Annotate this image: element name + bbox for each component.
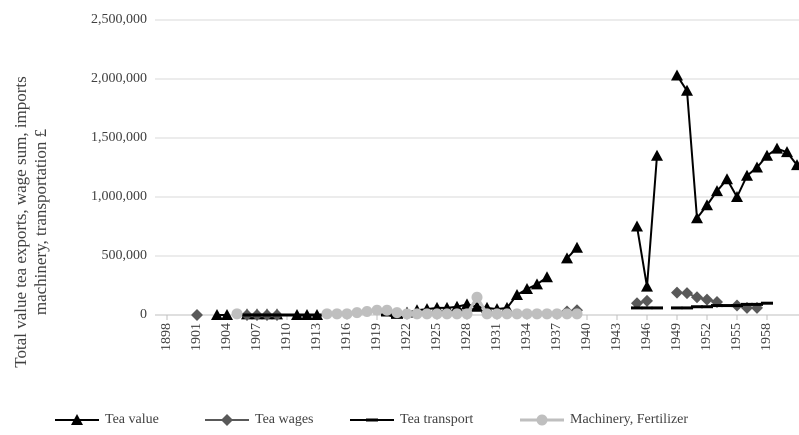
x-tick-label: 1955 (729, 323, 744, 351)
data-point (331, 308, 343, 320)
x-tick-label: 1910 (279, 323, 294, 351)
data-point (761, 149, 773, 161)
data-point (511, 308, 523, 320)
data-point (371, 304, 383, 316)
legend-label: Tea transport (400, 412, 473, 427)
data-point (681, 287, 693, 300)
data-point (731, 191, 743, 202)
data-point (421, 308, 433, 320)
x-tick-label: 1934 (519, 323, 534, 351)
data-point (461, 308, 473, 320)
x-tick-label: 1958 (759, 323, 774, 351)
x-tick-label: 1940 (579, 323, 594, 351)
y-tick-label: 1,500,000 (91, 130, 147, 145)
x-tick-label: 1898 (159, 323, 174, 351)
data-point (321, 308, 333, 320)
data-point (381, 304, 393, 316)
data-point (561, 308, 573, 320)
data-point (701, 199, 713, 211)
data-point (541, 271, 553, 283)
x-tick-label: 1952 (699, 323, 714, 351)
data-point (521, 308, 533, 320)
x-tick-label: 1919 (369, 323, 384, 351)
legend-marker (221, 414, 233, 426)
data-point (671, 286, 683, 299)
y-tick-label: 2,500,000 (91, 12, 147, 27)
data-point (641, 280, 653, 292)
data-point (401, 308, 413, 320)
data-point (361, 305, 373, 317)
data-point (481, 308, 493, 320)
x-tick-label: 1904 (219, 323, 234, 351)
series-line (217, 74, 798, 316)
data-point (351, 307, 363, 319)
data-point (511, 288, 523, 300)
data-point (631, 220, 643, 232)
legend-label: Machinery, Fertilizer (570, 412, 688, 427)
data-point (521, 283, 533, 295)
data-point (341, 308, 353, 320)
data-point (771, 142, 783, 154)
data-point (691, 291, 703, 304)
data-point (691, 212, 703, 224)
x-tick-label: 1937 (549, 323, 564, 351)
data-point (561, 252, 573, 264)
data-point (501, 308, 513, 320)
data-point (751, 161, 763, 173)
data-point (551, 308, 563, 320)
data-point (741, 169, 753, 181)
data-point (531, 278, 543, 290)
data-point (571, 308, 583, 320)
y-tick-label: 2,000,000 (91, 71, 147, 86)
x-tick-label: 1925 (429, 323, 444, 351)
data-point (781, 146, 793, 158)
data-point (411, 308, 423, 320)
y-tick-label: 0 (140, 307, 147, 322)
x-tick-label: 1916 (339, 323, 354, 351)
y-tick-label: 500,000 (102, 248, 148, 263)
x-tick-label: 1922 (399, 323, 414, 351)
x-tick-label: 1901 (189, 323, 204, 351)
legend-marker (71, 414, 83, 425)
data-point (701, 293, 713, 306)
legend-label: Tea wages (255, 412, 314, 427)
data-point (231, 308, 243, 320)
data-point (431, 308, 443, 320)
legend-marker (536, 414, 548, 426)
data-point (711, 185, 723, 197)
data-point (471, 291, 483, 303)
data-point (541, 308, 553, 320)
data-point (391, 307, 403, 319)
data-point (221, 309, 233, 320)
y-axis-title: Total value tea exports, wage sum, impor… (11, 76, 30, 368)
x-tick-label: 1907 (249, 323, 264, 351)
data-point (191, 309, 203, 321)
x-tick-label: 1913 (309, 323, 324, 351)
x-tick-label: 1949 (669, 323, 684, 351)
data-point (721, 173, 733, 185)
x-tick-label: 1931 (489, 323, 504, 351)
data-point (671, 69, 683, 81)
y-axis-title: machinery, transportation £ (31, 129, 50, 315)
data-point (791, 159, 799, 171)
data-point (451, 308, 463, 320)
data-point (491, 308, 503, 320)
x-tick-label: 1928 (459, 323, 474, 351)
data-point (531, 308, 543, 320)
data-point (441, 308, 453, 320)
data-point (211, 309, 223, 320)
data-point (651, 149, 663, 161)
data-point (631, 297, 643, 310)
data-point (471, 300, 483, 312)
legend-label: Tea value (105, 412, 159, 427)
y-tick-label: 1,000,000 (91, 189, 147, 204)
x-tick-label: 1943 (609, 323, 624, 351)
data-point (571, 241, 583, 253)
data-point (451, 300, 463, 312)
x-tick-label: 1946 (639, 323, 654, 351)
data-point (641, 294, 653, 307)
data-point (681, 84, 693, 96)
